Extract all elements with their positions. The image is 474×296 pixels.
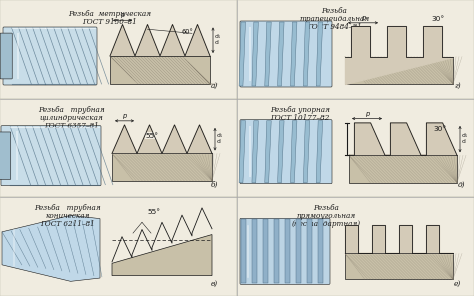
FancyBboxPatch shape bbox=[240, 120, 332, 184]
Text: 55°: 55° bbox=[147, 209, 161, 215]
Text: d₁: d₁ bbox=[462, 133, 468, 138]
Bar bbox=[241, 219, 246, 283]
Text: р: р bbox=[120, 12, 125, 18]
Polygon shape bbox=[316, 121, 323, 183]
Text: р: р bbox=[365, 111, 369, 117]
Polygon shape bbox=[303, 22, 310, 86]
Polygon shape bbox=[303, 121, 310, 183]
Text: Резьба: Резьба bbox=[321, 7, 347, 15]
Polygon shape bbox=[112, 234, 212, 276]
Text: трапецеидальная: трапецеидальная bbox=[299, 15, 369, 23]
Text: ГОСТ 6211–81: ГОСТ 6211–81 bbox=[40, 220, 95, 228]
FancyBboxPatch shape bbox=[240, 218, 330, 284]
Text: Резьба   трубная: Резьба трубная bbox=[38, 106, 105, 114]
Text: Резьба упорная: Резьба упорная bbox=[270, 106, 330, 114]
Text: б): б) bbox=[210, 181, 218, 189]
Text: d: d bbox=[217, 139, 221, 144]
Text: ГОСТ 10177–82: ГОСТ 10177–82 bbox=[271, 114, 330, 122]
Text: коническая: коническая bbox=[45, 212, 90, 220]
Text: цилиндрическая: цилиндрическая bbox=[39, 114, 103, 122]
Bar bbox=[285, 219, 291, 283]
Bar bbox=[307, 219, 312, 283]
Polygon shape bbox=[239, 22, 246, 86]
Bar bbox=[263, 219, 268, 283]
Bar bbox=[237, 99, 474, 197]
Text: 55°: 55° bbox=[146, 133, 158, 139]
Text: ГОСТ 6357–81: ГОСТ 6357–81 bbox=[44, 122, 99, 130]
FancyBboxPatch shape bbox=[1, 126, 101, 186]
Text: р: р bbox=[361, 15, 365, 21]
Polygon shape bbox=[278, 121, 284, 183]
Text: а): а) bbox=[211, 82, 218, 90]
Text: Резьба: Резьба bbox=[313, 204, 339, 212]
Polygon shape bbox=[252, 22, 258, 86]
Bar bbox=[0, 99, 237, 197]
Polygon shape bbox=[265, 121, 271, 183]
Polygon shape bbox=[316, 22, 323, 86]
Bar bbox=[237, 0, 474, 99]
Polygon shape bbox=[345, 225, 453, 253]
FancyBboxPatch shape bbox=[240, 21, 332, 87]
Text: d: d bbox=[215, 40, 219, 45]
Text: Резьба   трубная: Резьба трубная bbox=[34, 204, 100, 212]
Text: р: р bbox=[122, 113, 127, 119]
Polygon shape bbox=[112, 125, 212, 153]
Text: 30°: 30° bbox=[431, 16, 445, 22]
FancyBboxPatch shape bbox=[3, 27, 97, 85]
Text: г): г) bbox=[455, 82, 461, 90]
Bar bbox=[345, 57, 453, 84]
Polygon shape bbox=[349, 123, 457, 155]
Bar bbox=[237, 197, 474, 296]
FancyBboxPatch shape bbox=[0, 33, 12, 79]
Bar bbox=[349, 155, 457, 183]
Text: д): д) bbox=[457, 181, 465, 189]
Bar bbox=[274, 219, 280, 283]
Bar bbox=[112, 153, 212, 181]
Bar bbox=[0, 197, 237, 296]
Polygon shape bbox=[110, 25, 210, 56]
Bar bbox=[318, 219, 323, 283]
Polygon shape bbox=[252, 121, 258, 183]
Text: в): в) bbox=[211, 279, 218, 287]
Polygon shape bbox=[291, 121, 297, 183]
Bar bbox=[296, 219, 301, 283]
Text: d₁: d₁ bbox=[215, 34, 221, 39]
Text: е): е) bbox=[454, 279, 461, 287]
Text: ГОСТ 9484–81: ГОСТ 9484–81 bbox=[307, 23, 362, 31]
FancyBboxPatch shape bbox=[0, 132, 11, 179]
Polygon shape bbox=[2, 215, 100, 281]
Bar bbox=[110, 56, 210, 84]
Polygon shape bbox=[345, 26, 453, 84]
Bar bbox=[0, 0, 237, 99]
Text: прямоугольная: прямоугольная bbox=[297, 212, 356, 220]
Polygon shape bbox=[291, 22, 297, 86]
Text: 60°: 60° bbox=[182, 29, 194, 35]
Text: 30°: 30° bbox=[433, 126, 447, 132]
Bar bbox=[252, 219, 257, 283]
Text: (нестандартная): (нестандартная) bbox=[292, 220, 361, 228]
Polygon shape bbox=[278, 22, 284, 86]
Polygon shape bbox=[239, 121, 246, 183]
Text: ГОСТ 9150–81: ГОСТ 9150–81 bbox=[82, 18, 137, 26]
Polygon shape bbox=[265, 22, 271, 86]
Text: d₁: d₁ bbox=[217, 133, 223, 138]
Text: Резьба  метрическая: Резьба метрическая bbox=[68, 10, 151, 18]
Text: d: d bbox=[462, 139, 466, 144]
Bar bbox=[345, 253, 453, 279]
